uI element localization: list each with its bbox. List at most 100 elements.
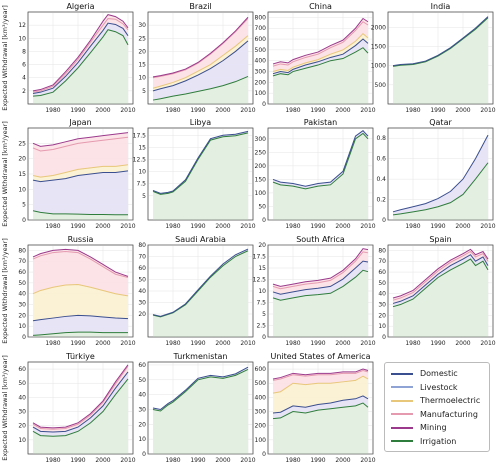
y-tick-label: 7.5 xyxy=(136,181,146,188)
line-domestic xyxy=(272,260,369,295)
area-manufacturing xyxy=(273,21,368,72)
y-tick-label: 10 xyxy=(378,323,386,330)
x-tick-label: 1980 xyxy=(165,457,180,464)
y-tick-label: 20 xyxy=(138,48,146,55)
y-tick-label: 30 xyxy=(138,300,146,307)
area-mining xyxy=(33,132,128,151)
line-irrigation xyxy=(272,47,369,77)
y-tick-label: 12 xyxy=(18,22,26,29)
area-domestic xyxy=(393,254,488,307)
x-tick-label: 2010 xyxy=(240,107,255,114)
area-irrigation xyxy=(33,332,128,337)
y-tick-label: 80 xyxy=(18,247,26,254)
area-domestic xyxy=(33,170,128,215)
legend-item-thermoelectric: Thermoelectric xyxy=(391,394,483,408)
area-irrigation xyxy=(393,162,488,220)
y-tick-label: 20 xyxy=(258,242,266,249)
y-axis-label: Expected Withdrawal [km³/year] xyxy=(1,121,9,227)
x-tick-label: 2000 xyxy=(95,107,110,114)
line-irrigation xyxy=(32,378,129,437)
x-tick-label: 2000 xyxy=(215,340,230,347)
panel-title: Türkiye xyxy=(65,352,95,361)
y-tick-label: 0.2 xyxy=(376,197,386,204)
x-tick-label: 1990 xyxy=(70,107,85,114)
y-axis-label: Expected Withdrawal [km³/year] xyxy=(1,238,9,344)
y-tick-label: 0.8 xyxy=(376,135,386,142)
y-tick-label: 8 xyxy=(22,48,26,55)
x-tick-label: 1990 xyxy=(70,340,85,347)
line-manufacturing xyxy=(152,18,249,79)
legend-swatch-thermoelectric xyxy=(391,399,413,402)
line-irrigation xyxy=(272,269,369,301)
y-tick-label: 0 xyxy=(382,217,386,224)
y-tick-label: 70 xyxy=(138,254,146,261)
x-tick-label: 1980 xyxy=(45,340,60,347)
x-tick-label: 2000 xyxy=(95,340,110,347)
x-tick-label: 1990 xyxy=(190,340,205,347)
x-tick-label: 2010 xyxy=(120,340,135,347)
legend-item-manufacturing: Manufacturing xyxy=(391,408,483,422)
x-tick-label: 2010 xyxy=(240,457,255,464)
y-tick-label: 0.4 xyxy=(376,176,386,183)
legend-label: Livestock xyxy=(420,382,458,392)
area-thermoelectric xyxy=(33,164,128,182)
y-tick-label: 400 xyxy=(255,394,267,401)
y-tick-label: 600 xyxy=(255,36,267,43)
area-irrigation xyxy=(153,132,248,220)
y-tick-label: 100 xyxy=(255,437,267,444)
line-domestic xyxy=(392,134,489,213)
x-tick-label: 2010 xyxy=(480,340,495,347)
x-tick-label: 2000 xyxy=(455,107,470,114)
line-manufacturing xyxy=(32,136,129,152)
y-tick-label: 100 xyxy=(255,90,267,97)
line-mining xyxy=(152,16,249,78)
y-tick-label: 5 xyxy=(262,311,266,318)
area-manufacturing xyxy=(33,251,128,296)
x-tick-label: 1990 xyxy=(70,223,85,230)
y-tick-label: 10 xyxy=(138,436,146,443)
x-tick-label: 1990 xyxy=(430,107,445,114)
line-thermoelectric xyxy=(32,284,129,297)
line-mining xyxy=(272,368,369,380)
line-irrigation xyxy=(32,29,129,97)
area-domestic xyxy=(273,395,368,419)
area-mining xyxy=(273,248,368,289)
area-domestic xyxy=(33,315,128,336)
y-tick-label: 0 xyxy=(262,217,266,224)
area-manufacturing xyxy=(273,370,368,394)
line-manufacturing xyxy=(272,21,369,67)
line-domestic xyxy=(272,38,369,75)
line-irrigation xyxy=(152,75,249,101)
line-mining xyxy=(272,248,369,287)
y-tick-label: 5 xyxy=(22,202,26,209)
legend-swatch-irrigation xyxy=(391,440,413,443)
x-tick-label: 1990 xyxy=(190,107,205,114)
panel-title: South Africa xyxy=(296,235,345,244)
x-tick-label: 2000 xyxy=(335,223,350,230)
x-tick-label: 1980 xyxy=(165,223,180,230)
y-tick-label: 10 xyxy=(258,288,266,295)
x-tick-label: 1990 xyxy=(430,340,445,347)
y-tick-label: 800 xyxy=(255,14,267,21)
y-tick-label: 500 xyxy=(255,47,267,54)
y-tick-label: 700 xyxy=(255,25,267,32)
line-mining xyxy=(32,248,129,277)
line-domestic xyxy=(272,395,369,414)
plot-border xyxy=(27,244,134,338)
x-tick-label: 1990 xyxy=(310,457,325,464)
line-manufacturing xyxy=(32,365,129,430)
panel-title: Spain xyxy=(429,235,451,244)
y-tick-label: 100 xyxy=(255,190,267,197)
legend-item-domestic: Domestic xyxy=(391,367,483,381)
x-tick-label: 2000 xyxy=(215,223,230,230)
y-tick-label: 80 xyxy=(138,242,146,249)
panel-title: Pakistan xyxy=(304,118,338,127)
area-irrigation xyxy=(153,369,248,454)
x-tick-label: 1980 xyxy=(285,340,300,347)
y-tick-label: 30 xyxy=(138,406,146,413)
x-tick-label: 1980 xyxy=(165,340,180,347)
y-tick-label: 15 xyxy=(18,171,26,178)
line-irrigation xyxy=(392,17,489,67)
legend-label: Mining xyxy=(420,423,447,433)
plot-border xyxy=(387,127,494,221)
